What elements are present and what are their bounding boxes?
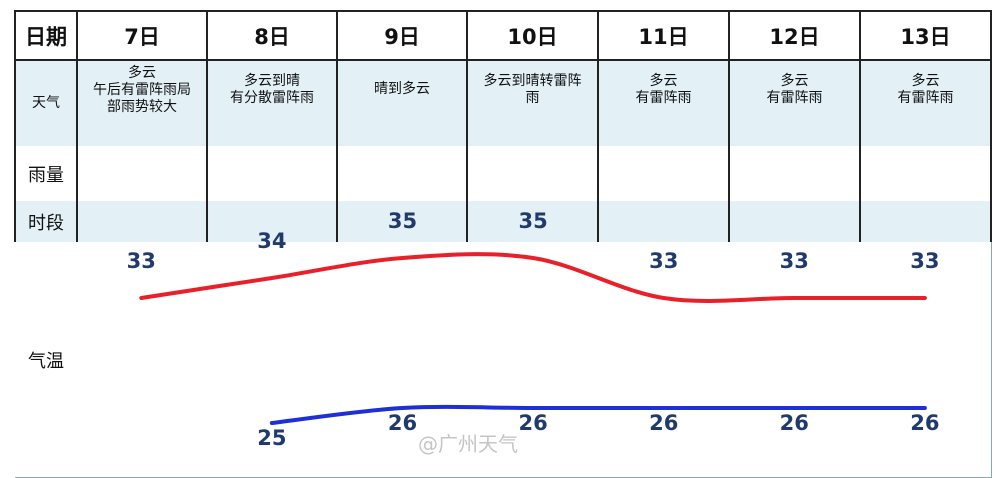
rain-cell bbox=[859, 146, 992, 201]
weather-text: 有雷阵雨 bbox=[897, 90, 954, 106]
temp-row: 气温 bbox=[15, 242, 992, 478]
weather-row: 天气 多云 午后有雷阵雨局 部雨势较大 多云到晴 有分散雷阵雨 晴到多云 多云到… bbox=[14, 60, 992, 146]
period-cell bbox=[76, 201, 207, 242]
rain-cell bbox=[76, 146, 207, 201]
weather-text: 晴到多云 bbox=[374, 81, 430, 97]
date-cell: 13日 bbox=[859, 10, 992, 61]
rain-row: 雨量 bbox=[14, 146, 992, 201]
weather-cell: 多云 午后有雷阵雨局 部雨势较大 bbox=[76, 60, 207, 146]
period-cell bbox=[206, 201, 337, 242]
weather-cell: 多云到晴转雷阵 雨 bbox=[466, 60, 598, 146]
weather-text: 多云到晴 bbox=[244, 73, 300, 89]
temp-chart-area bbox=[77, 242, 992, 478]
weather-cell: 多云 有雷阵雨 bbox=[728, 60, 860, 146]
weather-text: 多云 bbox=[780, 73, 809, 89]
date-cell: 10日 bbox=[466, 10, 599, 61]
weather-text: 多云到晴转雷阵 bbox=[483, 73, 582, 89]
period-cell bbox=[466, 201, 598, 242]
rain-cell bbox=[597, 146, 729, 201]
weather-text: 多云 bbox=[649, 73, 678, 89]
date-cell: 11日 bbox=[597, 10, 730, 61]
weather-text: 雨 bbox=[525, 90, 540, 106]
forecast-table: 日期 7日 8日 9日 10日 11日 12日 13日 天气 多云 午后有雷阵雨… bbox=[14, 10, 992, 478]
date-cell: 8日 bbox=[206, 10, 338, 61]
period-cell bbox=[336, 201, 467, 242]
date-row: 日期 7日 8日 9日 10日 11日 12日 13日 bbox=[14, 10, 992, 61]
date-cell: 7日 bbox=[76, 10, 208, 61]
period-cell bbox=[728, 201, 860, 242]
period-row-label: 时段 bbox=[14, 201, 77, 242]
weather-cell: 多云到晴 有分散雷阵雨 bbox=[206, 60, 337, 146]
weather-text: 多云 bbox=[911, 73, 940, 89]
date-header-label: 日期 bbox=[14, 10, 78, 61]
weather-text: 有分散雷阵雨 bbox=[230, 90, 314, 106]
weather-cell: 多云 有雷阵雨 bbox=[597, 60, 729, 146]
weather-cell: 晴到多云 bbox=[336, 60, 467, 146]
weather-cell: 多云 有雷阵雨 bbox=[859, 60, 992, 146]
weather-text: 午后有雷阵雨局 bbox=[93, 82, 191, 98]
weather-text: 有雷阵雨 bbox=[766, 90, 823, 106]
weather-text: 部雨势较大 bbox=[107, 99, 177, 115]
temp-row-label: 气温 bbox=[15, 242, 77, 478]
rain-row-label: 雨量 bbox=[14, 146, 77, 201]
period-row: 时段 bbox=[14, 201, 992, 242]
period-cell bbox=[859, 201, 992, 242]
weather-text: 多云 bbox=[128, 65, 156, 81]
rain-cell bbox=[206, 146, 337, 201]
date-cell: 9日 bbox=[336, 10, 468, 61]
date-cell: 12日 bbox=[728, 10, 861, 61]
weather-row-label: 天气 bbox=[14, 60, 77, 146]
period-cell bbox=[597, 201, 729, 242]
rain-cell bbox=[466, 146, 598, 201]
rain-cell bbox=[336, 146, 467, 201]
rain-cell bbox=[728, 146, 860, 201]
weather-text: 有雷阵雨 bbox=[635, 90, 692, 106]
